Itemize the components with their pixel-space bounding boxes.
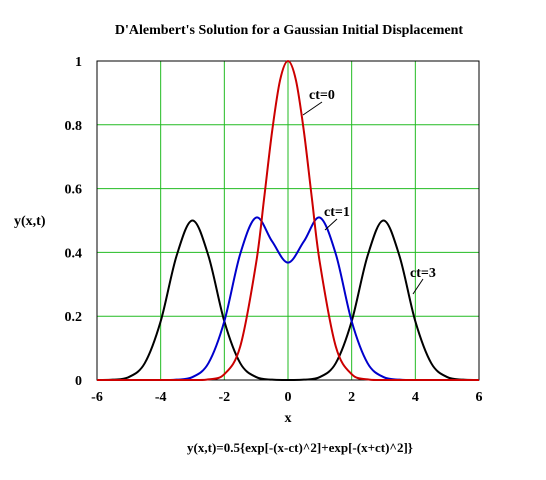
annotation-leader: [302, 101, 323, 116]
x-tick-label: -6: [91, 390, 103, 405]
x-tick-label: 6: [476, 390, 483, 405]
annotation-ct-0: ct=0: [309, 88, 335, 103]
annotation-ct-1: ct=1: [324, 205, 350, 220]
annotation-leader: [412, 278, 424, 295]
chart-title: D'Alembert's Solution for a Gaussian Ini…: [115, 23, 464, 38]
x-tick-label: -4: [155, 390, 167, 405]
y-tick-label: 0: [75, 374, 82, 389]
y-axis-label: y(x,t): [14, 214, 46, 229]
x-tick-label: 4: [412, 390, 419, 405]
series-line-ct-1: [96, 216, 480, 381]
grid-lines: [97, 61, 479, 380]
series-layer: [96, 59, 480, 382]
x-axis-label: x: [285, 411, 292, 426]
y-tick-label: 1: [75, 55, 82, 70]
y-tick-label: 0.6: [65, 183, 83, 198]
series-line-ct-3: [96, 219, 480, 382]
x-tick-labels: -6 -4 -2 0 2 4 6: [91, 390, 482, 405]
y-tick-labels: 0 0.2 0.4 0.6 0.8 1: [65, 55, 83, 389]
x-tick-label: 2: [348, 390, 355, 405]
series-annotations: ct=0 ct=1 ct=3: [302, 88, 436, 295]
y-tick-label: 0.2: [65, 310, 83, 325]
x-tick-label: -2: [218, 390, 230, 405]
x-tick-label: 0: [285, 390, 292, 405]
annotation-leader: [324, 218, 338, 231]
y-tick-label: 0.4: [65, 246, 83, 261]
annotation-ct-3: ct=3: [410, 266, 436, 281]
formula-caption: y(x,t)=0.5{exp[-(x-ct)^2]+exp[-(x+ct)^2]…: [187, 440, 413, 455]
series-line-ct-0: [96, 59, 479, 382]
y-tick-label: 0.8: [65, 119, 83, 134]
